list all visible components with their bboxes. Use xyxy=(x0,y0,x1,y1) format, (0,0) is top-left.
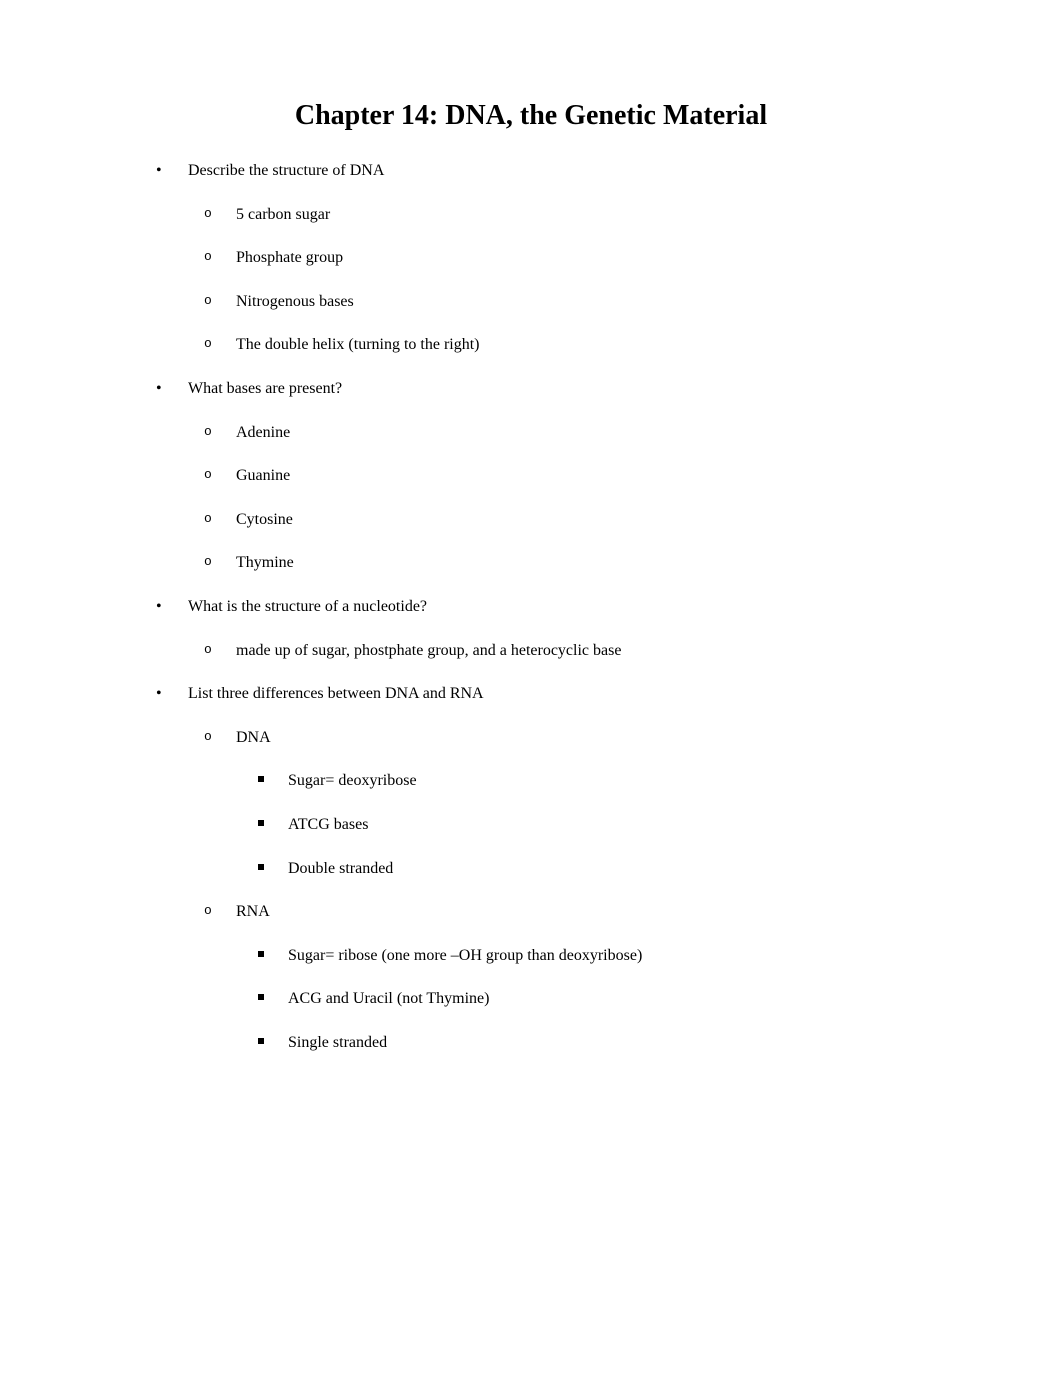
item-text: Thymine xyxy=(236,554,294,571)
list-item: RNA Sugar= ribose (one more –OH group th… xyxy=(188,901,922,1053)
list-item: Cytosine xyxy=(188,509,922,531)
item-text: Nitrogenous bases xyxy=(236,293,354,310)
item-text: Sugar= deoxyribose xyxy=(288,772,417,789)
item-text: RNA xyxy=(236,903,270,920)
outline-level-3: Sugar= deoxyribose ATCG bases Double str… xyxy=(236,770,922,879)
item-text: Guanine xyxy=(236,467,290,484)
list-item: Guanine xyxy=(188,465,922,487)
item-text: Cytosine xyxy=(236,511,293,528)
outline-level-2: made up of sugar, phostphate group, and … xyxy=(188,640,922,662)
page-title: Chapter 14: DNA, the Genetic Material xyxy=(140,100,922,132)
item-text: What bases are present? xyxy=(188,380,342,397)
list-item: What is the structure of a nucleotide? m… xyxy=(140,596,922,661)
item-text: The double helix (turning to the right) xyxy=(236,336,480,353)
outline-level-2: 5 carbon sugar Phosphate group Nitrogeno… xyxy=(188,204,922,356)
list-item: The double helix (turning to the right) xyxy=(188,334,922,356)
list-item: List three differences between DNA and R… xyxy=(140,683,922,1053)
item-text: Double stranded xyxy=(288,860,393,877)
item-text: Describe the structure of DNA xyxy=(188,162,384,179)
list-item: Thymine xyxy=(188,552,922,574)
list-item: ACG and Uracil (not Thymine) xyxy=(236,988,922,1010)
item-text: What is the structure of a nucleotide? xyxy=(188,598,427,615)
list-item: Double stranded xyxy=(236,858,922,880)
list-item: Sugar= ribose (one more –OH group than d… xyxy=(236,945,922,967)
item-text: Single stranded xyxy=(288,1034,387,1051)
item-text: Adenine xyxy=(236,424,290,441)
outline-level-2: Adenine Guanine Cytosine Thymine xyxy=(188,422,922,574)
item-text: DNA xyxy=(236,729,271,746)
list-item: ATCG bases xyxy=(236,814,922,836)
list-item: made up of sugar, phostphate group, and … xyxy=(188,640,922,662)
item-text: Phosphate group xyxy=(236,249,343,266)
list-item: Single stranded xyxy=(236,1032,922,1054)
list-item: Phosphate group xyxy=(188,247,922,269)
list-item: 5 carbon sugar xyxy=(188,204,922,226)
list-item: DNA Sugar= deoxyribose ATCG bases Double… xyxy=(188,727,922,879)
item-text: ACG and Uracil (not Thymine) xyxy=(288,990,489,1007)
item-text: List three differences between DNA and R… xyxy=(188,685,484,702)
list-item: Sugar= deoxyribose xyxy=(236,770,922,792)
list-item: Adenine xyxy=(188,422,922,444)
list-item: What bases are present? Adenine Guanine … xyxy=(140,378,922,574)
list-item: Nitrogenous bases xyxy=(188,291,922,313)
outline-level-3: Sugar= ribose (one more –OH group than d… xyxy=(236,945,922,1054)
document-page: Chapter 14: DNA, the Genetic Material De… xyxy=(0,0,1062,1377)
item-text: 5 carbon sugar xyxy=(236,206,330,223)
item-text: made up of sugar, phostphate group, and … xyxy=(236,642,621,659)
item-text: ATCG bases xyxy=(288,816,368,833)
outline-level-1: Describe the structure of DNA 5 carbon s… xyxy=(140,160,922,1053)
outline-level-2: DNA Sugar= deoxyribose ATCG bases Double… xyxy=(188,727,922,1054)
list-item: Describe the structure of DNA 5 carbon s… xyxy=(140,160,922,356)
item-text: Sugar= ribose (one more –OH group than d… xyxy=(288,947,642,964)
